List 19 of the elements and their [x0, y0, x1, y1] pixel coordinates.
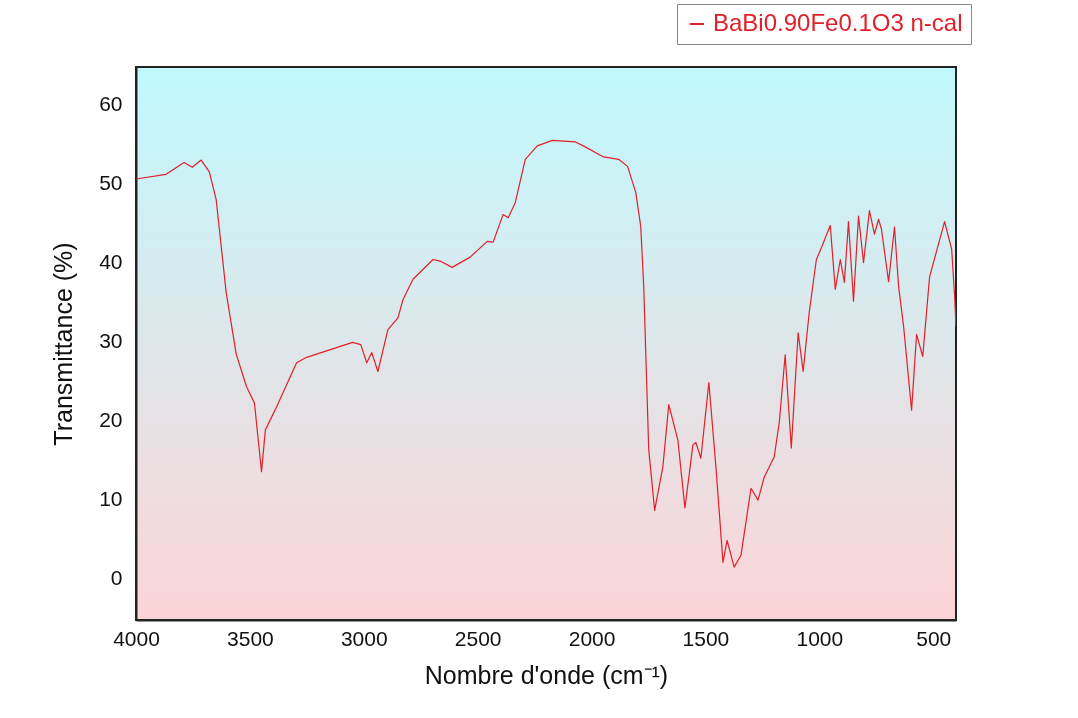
y-tick-label: 0 — [110, 565, 123, 589]
y-tick-label: 50 — [99, 171, 123, 195]
x-tick-label: 500 — [916, 626, 952, 650]
y-tick-label: 10 — [99, 486, 123, 510]
y-tick-label: 20 — [99, 407, 123, 431]
x-tick-label: 1000 — [796, 626, 844, 650]
y-tick-label: 30 — [99, 329, 123, 353]
x-axis-title: Nombre d'onde (cm⁻¹) — [424, 660, 669, 689]
x-tick-label: 3000 — [340, 626, 388, 650]
y-tick-label: 40 — [99, 250, 123, 274]
line-series — [136, 139, 956, 568]
x-tick-label: 1500 — [682, 626, 730, 650]
y-tick-label: 60 — [99, 92, 123, 116]
x-tick-label: 3500 — [227, 626, 274, 650]
x-tick-label: 2000 — [568, 626, 616, 650]
legend-label: BaBi0.90Fe0.1O3 n-cal — [713, 9, 963, 36]
y-axis-title: Transmittance (%) — [49, 242, 78, 446]
x-tick-label: 4000 — [113, 626, 160, 650]
x-tick-label: 2500 — [454, 626, 502, 650]
